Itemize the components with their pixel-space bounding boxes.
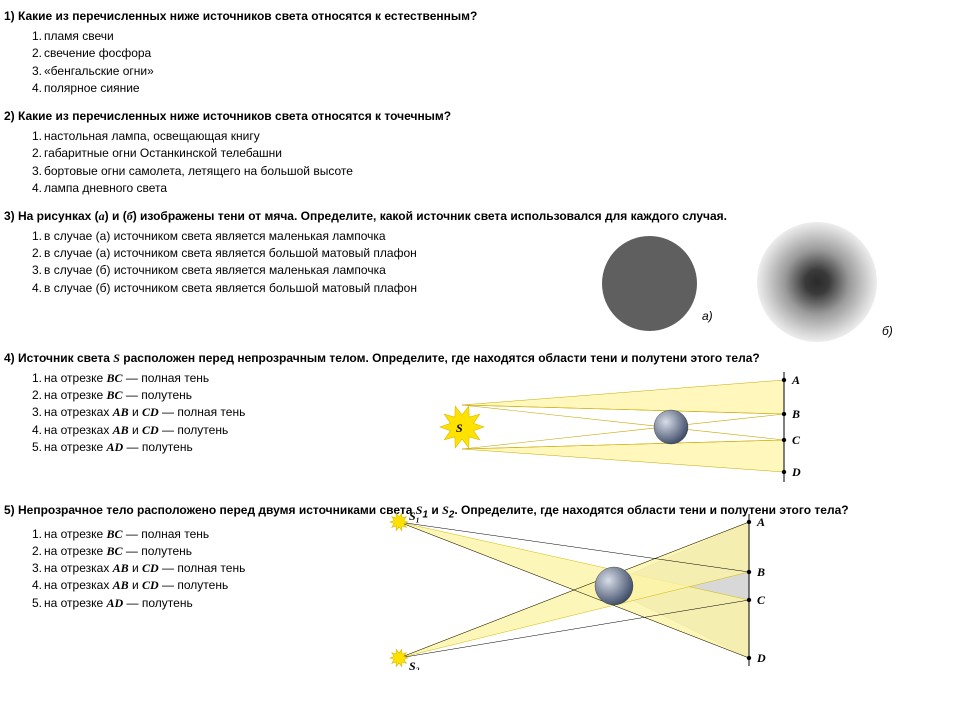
shadow-fuzzy-icon — [757, 222, 877, 342]
q4-figure: S A BC D — [424, 372, 844, 482]
question-1: 1) Какие из перечисленных ниже источнико… — [4, 8, 956, 96]
q5-opt: 3.на отрезках AB и CD — полная тень — [32, 560, 352, 576]
shadow-diagram-icon: S A BC D — [424, 372, 844, 482]
q3-opt: 4.в случае (б) источником света является… — [32, 280, 592, 296]
svg-text:S₂: S₂ — [409, 659, 420, 670]
q1-opt: 4.полярное сияние — [32, 80, 956, 96]
svg-text:A: A — [756, 515, 765, 529]
svg-text:C: C — [792, 433, 801, 447]
q4-title: 4) Источник света S расположен перед неп… — [4, 350, 956, 366]
svg-text:C: C — [757, 593, 766, 607]
svg-text:B: B — [791, 407, 800, 421]
q1-title: 1) Какие из перечисленных ниже источнико… — [4, 8, 956, 24]
svg-text:D: D — [756, 651, 766, 665]
q2-opt: 1.настольная лампа, освещающая книгу — [32, 128, 956, 144]
question-2: 2) Какие из перечисленных ниже источнико… — [4, 108, 956, 196]
q3-opt: 2.в случае (а) источником света является… — [32, 245, 592, 261]
two-source-shadow-diagram-icon: S₁ S₂ A BC D — [344, 510, 804, 670]
q5-opt: 5.на отрезке AD — полутень — [32, 595, 352, 611]
q2-opt: 2.габаритные огни Останкинской телебашни — [32, 145, 956, 161]
q4-options: 1.на отрезке BC — полная тень 2.на отрез… — [32, 370, 412, 455]
q4-opt: 2.на отрезке BC — полутень — [32, 387, 412, 403]
question-4: 4) Источник света S расположен перед неп… — [4, 350, 956, 490]
q3-opt: 3.в случае (б) источником света является… — [32, 262, 592, 278]
svg-text:B: B — [756, 565, 765, 579]
q3-figures: а) б) — [602, 228, 922, 338]
q2-options: 1.настольная лампа, освещающая книгу 2.г… — [32, 128, 956, 196]
svg-text:S: S — [456, 421, 463, 435]
q4-opt: 1.на отрезке BC — полная тень — [32, 370, 412, 386]
shadow-sharp-icon — [602, 236, 697, 331]
svg-text:A: A — [791, 373, 800, 387]
svg-text:S₁: S₁ — [409, 510, 420, 523]
q5-opt: 1.на отрезке BC — полная тень — [32, 526, 352, 542]
q4-opt: 3.на отрезках AB и CD — полная тень — [32, 404, 412, 420]
q1-options: 1.пламя свечи 2.свечение фосфора 3.«бенг… — [32, 28, 956, 96]
q1-opt: 1.пламя свечи — [32, 28, 956, 44]
q5-opt: 2.на отрезке BC — полутень — [32, 543, 352, 559]
q2-opt: 3.бортовые огни самолета, летящего на бо… — [32, 163, 956, 179]
q3-label-b: б) — [882, 323, 893, 339]
question-3: 3) На рисунках (а) и (б) изображены тени… — [4, 208, 956, 338]
q4-opt: 4.на отрезках AB и CD — полутень — [32, 422, 412, 438]
q2-title: 2) Какие из перечисленных ниже источнико… — [4, 108, 956, 124]
q5-figure: S₁ S₂ A BC D — [344, 510, 804, 670]
q3-options: 1.в случае (а) источником света является… — [32, 228, 592, 296]
q2-opt: 4.лампа дневного света — [32, 180, 956, 196]
q3-label-a: а) — [702, 308, 713, 324]
svg-text:D: D — [791, 465, 801, 479]
q3-opt: 1.в случае (а) источником света является… — [32, 228, 592, 244]
q4-opt: 5.на отрезке AD — полутень — [32, 439, 412, 455]
q1-opt: 2.свечение фосфора — [32, 45, 956, 61]
q5-opt: 4.на отрезках AB и CD — полутень — [32, 577, 352, 593]
q1-opt: 3.«бенгальские огни» — [32, 63, 956, 79]
q5-options: 1.на отрезке BC — полная тень 2.на отрез… — [32, 526, 352, 611]
question-5: 5) Непрозрачное тело расположено перед д… — [4, 502, 956, 672]
